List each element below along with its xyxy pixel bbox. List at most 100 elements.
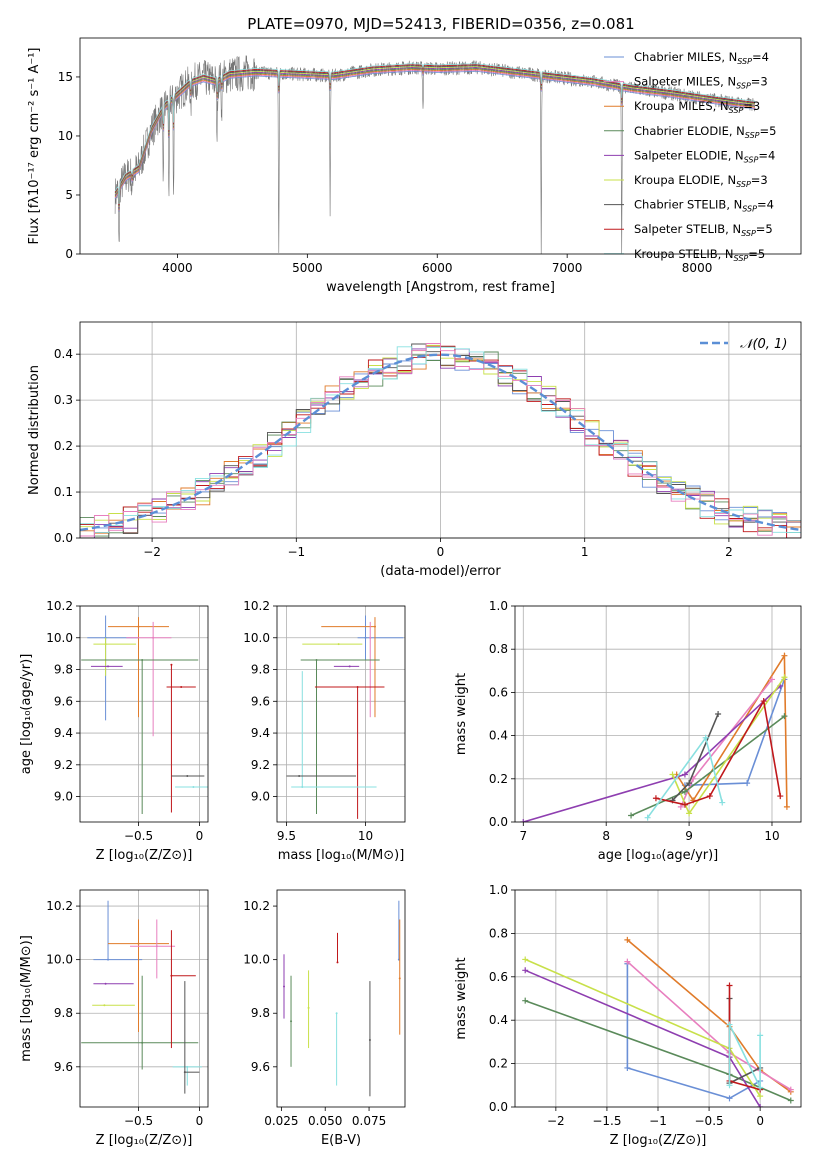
y-tick-label: 5	[65, 188, 73, 202]
data-point	[373, 625, 376, 628]
legend-entry: Kroupa STELIB, NSSP=5	[634, 247, 765, 263]
plot-area	[114, 55, 756, 254]
x-tick-label: 9	[685, 829, 693, 843]
y-tick-label: 0.2	[489, 1057, 508, 1071]
y-tick-label: 0.0	[489, 1100, 508, 1114]
weight-marker	[624, 1064, 631, 1071]
legend-entry: Chabrier ELODIE, NSSP=5	[634, 124, 776, 140]
model-spectrum	[114, 69, 755, 211]
x-tick-label: 0.025	[264, 1114, 298, 1128]
x-tick-label: 0.050	[308, 1114, 342, 1128]
errorbar-point	[357, 615, 404, 660]
weight-marker	[726, 1021, 733, 1028]
weight-marker	[669, 771, 676, 778]
data-point	[104, 643, 107, 646]
errorbar-point	[172, 1065, 202, 1086]
x-tick-label: 2	[725, 545, 733, 559]
axes-residuals: −2 −1 0 1 2 0.0 0.1 0.2 0.3 0.4 (data-model)/error…	[27, 321, 802, 579]
x-tick-label: 6000	[422, 261, 453, 275]
errorbar-point	[321, 617, 376, 718]
x-tick-label: −1	[287, 545, 305, 559]
errorbar-point	[335, 1012, 338, 1086]
weight-line	[524, 958, 761, 1097]
axes-frame	[79, 37, 802, 255]
weight-marker	[522, 956, 529, 963]
model-spectrum	[114, 70, 756, 212]
axes-age_vs_Z: −0.5 0 9.0 9.2 9.4 9.6 9.8 10.0 10.2 Z [log₁₀(Z/Z…	[19, 599, 209, 863]
errorbar-point	[307, 970, 310, 1049]
y-tick-label: 10	[58, 129, 73, 143]
y-tick-label: 0.3	[54, 393, 73, 407]
y-tick-label: 0	[65, 247, 73, 261]
model-spectrum	[114, 63, 756, 205]
model-spectrum	[114, 68, 756, 210]
errorbar-point	[333, 665, 360, 668]
axes-age_vs_mass: 9.5 10 9.0 9.2 9.4 9.6 9.8 10.0 10.2 mass [log₁₀(…	[243, 599, 406, 863]
x-axis-label: age [log₁₀(age/yr)]	[598, 848, 719, 863]
weight-marker	[681, 801, 688, 808]
weight-marker	[624, 936, 631, 943]
axes-frame	[276, 605, 406, 823]
errorbar-point	[108, 919, 169, 1032]
plot-area	[80, 343, 801, 538]
x-tick-label: −0.5	[695, 1114, 724, 1128]
weight-marker	[768, 676, 775, 683]
x-tick-label: 4000	[162, 261, 193, 275]
x-axis-label: (data-model)/error	[380, 564, 501, 579]
y-tick-label: 10.0	[46, 631, 73, 645]
data-point	[141, 659, 144, 661]
weight-marker	[522, 967, 529, 974]
data-point	[103, 1004, 106, 1007]
y-tick-label: 9.8	[54, 663, 73, 677]
errorbar-point	[368, 981, 371, 1097]
data-point	[186, 1065, 189, 1068]
data-point	[137, 942, 140, 945]
weight-marker	[726, 982, 733, 989]
weight-marker	[686, 810, 693, 817]
x-axis-label: Z [log₁₀(Z/Z⊙)]	[610, 1133, 707, 1148]
y-axis-label: Flux [fλ10⁻¹⁷ erg cm⁻² s⁻¹ A⁻¹]	[27, 48, 42, 245]
x-tick-label: −2	[143, 545, 161, 559]
y-tick-label: 1.0	[489, 883, 508, 897]
data-point	[137, 625, 140, 628]
y-tick-label: 9.4	[251, 726, 270, 740]
weight-line	[523, 685, 781, 822]
weight-marker	[677, 803, 684, 810]
x-tick-label: −0.5	[124, 1114, 153, 1128]
data-point	[155, 945, 158, 948]
x-axis-label: Z [log₁₀(Z/Z⊙)]	[96, 848, 193, 863]
weight-marker	[681, 771, 688, 778]
errorbar-point	[93, 637, 137, 676]
weight-marker	[624, 958, 631, 965]
x-tick-label: 10	[764, 829, 779, 843]
errorbar-point	[129, 919, 176, 979]
errorbar-point	[300, 659, 380, 815]
y-tick-label: 0.0	[54, 531, 73, 545]
weight-marker	[787, 1086, 794, 1093]
x-tick-label: 0	[437, 545, 445, 559]
errorbar-point	[183, 981, 200, 1094]
x-tick-label: 10	[358, 829, 373, 843]
legend-entry: Kroupa MILES, NSSP=3	[634, 99, 760, 115]
weight-marker	[783, 803, 790, 810]
errorbar-point	[291, 671, 377, 789]
x-tick-label: 0	[196, 1114, 204, 1128]
errorbar-point	[126, 621, 172, 737]
errorbar-point	[170, 930, 196, 1049]
histogram-series	[80, 343, 801, 538]
weight-line	[626, 963, 761, 1100]
legend-entry: 𝒩(0, 1)	[740, 337, 787, 352]
y-tick-label: 9.6	[54, 694, 73, 708]
errorbar-point	[171, 774, 205, 777]
weight-marker	[681, 788, 688, 795]
axes-massweight_vs_age: 7 8 9 10 0.0 0.2 0.4 0.6 0.8 1.0 age [log₁₀(age/yr…	[454, 599, 802, 863]
data-point	[170, 974, 173, 977]
weight-marker	[781, 674, 788, 681]
data-point	[107, 958, 110, 961]
weight-marker	[777, 793, 784, 800]
axes-spectrum: 4000 5000 6000 7000 8000 0 5 10 15 wavelength [An…	[27, 37, 802, 295]
weight-marker	[726, 1095, 733, 1102]
y-tick-label: 10.2	[243, 599, 270, 613]
y-tick-label: 9.8	[54, 1006, 73, 1020]
errorbar-point	[93, 900, 143, 961]
